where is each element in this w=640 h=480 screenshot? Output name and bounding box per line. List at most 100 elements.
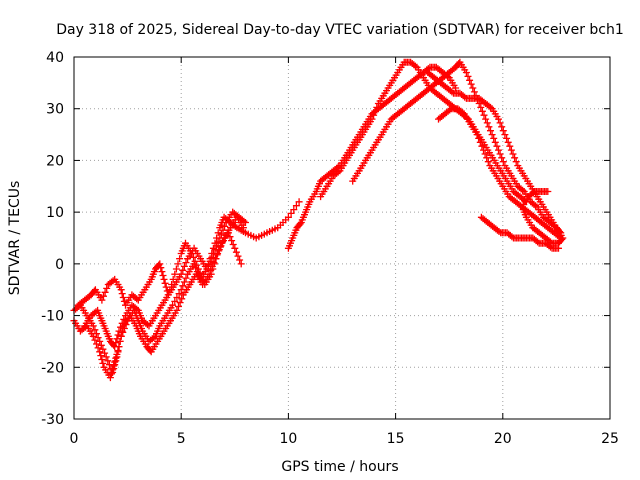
data-point <box>476 138 484 146</box>
data-point <box>237 260 245 268</box>
data-point <box>495 115 502 123</box>
data-point <box>231 222 239 230</box>
chart-title: Day 318 of 2025, Sidereal Day-to-day VTE… <box>56 22 624 38</box>
data-point <box>534 238 542 246</box>
data-point <box>547 243 554 251</box>
series-s2 <box>70 229 245 382</box>
data-point <box>103 284 111 292</box>
data-point <box>477 103 485 111</box>
data-point <box>495 146 502 154</box>
data-point <box>555 233 563 241</box>
series-s9 <box>435 105 565 242</box>
data-point <box>191 257 199 265</box>
data-point <box>496 119 504 127</box>
data-point <box>212 255 220 263</box>
data-point <box>214 238 222 246</box>
data-point <box>113 350 121 358</box>
data-point <box>459 109 467 117</box>
data-point <box>532 202 539 210</box>
data-point <box>114 347 122 354</box>
data-point <box>133 295 141 303</box>
y-tick-label: 20 <box>46 153 64 169</box>
data-point <box>91 326 99 334</box>
data-point <box>172 265 180 273</box>
data-point <box>214 229 222 237</box>
data-point <box>171 297 179 305</box>
data-point <box>196 269 204 277</box>
data-point <box>493 142 501 150</box>
data-point <box>555 244 562 252</box>
data-point <box>199 277 207 285</box>
data-point <box>120 315 128 323</box>
data-point <box>182 259 190 267</box>
data-point <box>102 353 110 361</box>
data-point <box>503 134 511 142</box>
y-axis-label: SDTVAR / TECUs <box>7 181 23 296</box>
y-tick-label: 10 <box>46 205 64 221</box>
data-point <box>446 106 454 114</box>
data-points <box>70 58 567 382</box>
data-point <box>287 209 295 217</box>
data-point <box>101 288 109 296</box>
data-point <box>470 88 478 96</box>
data-point <box>179 266 187 274</box>
data-point <box>239 224 247 232</box>
data-point <box>161 279 169 287</box>
data-point <box>231 244 239 252</box>
data-point <box>217 230 225 238</box>
data-point <box>177 270 185 278</box>
data-point <box>111 358 119 366</box>
data-point <box>179 282 187 290</box>
series-s10 <box>477 213 562 252</box>
data-point <box>205 261 212 269</box>
x-tick-label: 20 <box>494 431 512 447</box>
data-point <box>507 146 515 154</box>
data-point <box>478 142 486 150</box>
data-point <box>162 283 170 291</box>
data-point <box>180 278 188 286</box>
data-point <box>193 261 201 269</box>
data-point <box>110 362 118 370</box>
data-point <box>119 294 127 301</box>
data-point <box>292 202 300 210</box>
data-point <box>115 327 123 335</box>
data-point <box>544 188 552 195</box>
data-point <box>504 138 512 146</box>
data-point <box>178 295 186 303</box>
data-point <box>198 273 206 281</box>
data-point <box>175 290 183 298</box>
series-s8 <box>424 69 567 247</box>
data-point <box>508 233 516 241</box>
data-point <box>111 343 119 351</box>
data-point <box>118 319 126 327</box>
data-point <box>98 296 106 304</box>
data-point <box>216 234 224 242</box>
data-point <box>156 260 164 268</box>
data-point <box>487 103 494 111</box>
data-point <box>98 356 106 363</box>
data-point <box>91 336 99 344</box>
data-point <box>371 107 379 115</box>
data-point <box>89 332 97 340</box>
data-point <box>94 344 102 352</box>
data-point <box>89 322 97 330</box>
data-point <box>236 256 244 264</box>
data-point <box>483 119 491 127</box>
data-point <box>211 246 219 254</box>
data-point <box>118 290 126 298</box>
data-point <box>509 150 517 158</box>
plot-frame <box>73 56 611 420</box>
data-point <box>373 103 381 111</box>
data-point <box>109 277 117 285</box>
data-point <box>484 158 492 166</box>
series-s7 <box>349 58 565 237</box>
y-tick-label: -20 <box>41 360 64 376</box>
data-point <box>488 131 496 139</box>
data-point <box>209 250 217 257</box>
data-point <box>482 115 490 123</box>
data-point <box>498 154 506 162</box>
y-tick-label: 0 <box>55 257 64 273</box>
data-point <box>209 265 217 273</box>
data-point <box>499 158 507 166</box>
